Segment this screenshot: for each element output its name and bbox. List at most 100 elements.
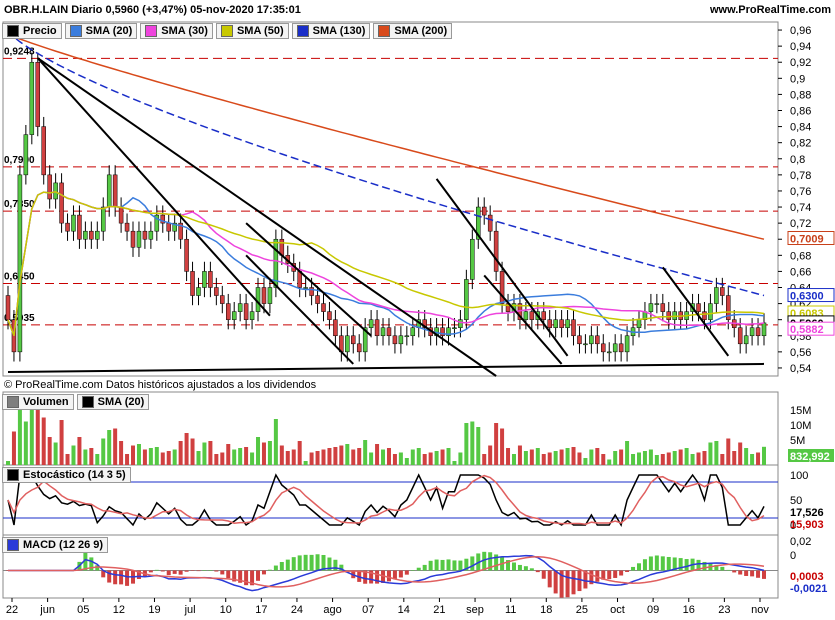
volume-bar [446, 448, 451, 465]
candle-body [100, 206, 106, 232]
candle-body [321, 303, 326, 312]
candle-body [577, 335, 582, 345]
footnote: © ProRealTime.com Datos históricos ajust… [4, 379, 317, 391]
macd-hist-bar [220, 570, 225, 575]
candle-body [493, 230, 499, 272]
price-tick-label: 0,82 [790, 138, 811, 150]
price-tick-label: 0,86 [790, 106, 811, 118]
candle-body [237, 303, 243, 312]
macd-hist-bar [375, 570, 380, 584]
legend-item[interactable]: Volumen [2, 394, 74, 410]
volume-bar [404, 458, 409, 465]
volume-bar [291, 449, 296, 465]
legend-item[interactable]: SMA (20) [76, 394, 150, 410]
volume-bar [631, 454, 636, 465]
candle-body [303, 287, 308, 289]
macd-hist-bar [244, 570, 249, 586]
chart-header: OBR.H.LAIN Diario 0,5960 (+3,47%) 05-nov… [0, 0, 835, 22]
macd-hist-bar [107, 570, 112, 583]
volume-bar [267, 441, 272, 465]
candle-body [106, 174, 112, 208]
macd-hist-bar [297, 555, 302, 571]
macd-hist-bar [577, 570, 582, 592]
volume-bar [196, 451, 201, 465]
site-link[interactable]: www.ProRealTime.com [709, 4, 831, 16]
volume-bar [744, 448, 749, 465]
macd-hist-bar [422, 564, 427, 571]
level-label: 0,9248 [4, 46, 35, 57]
legend-label: SMA (20) [97, 396, 145, 408]
volume-tick-label: 5M [790, 435, 805, 447]
legend-item[interactable]: Estocástico (14 3 5) [2, 467, 131, 483]
volume-bar [666, 452, 671, 465]
x-tick-label: 12 [113, 604, 125, 616]
price-badge [787, 288, 835, 303]
macd-hist-bar [762, 570, 766, 579]
volume-bar [226, 444, 231, 465]
macd-hist-bar [279, 561, 284, 571]
macd-hist-bar [714, 564, 719, 571]
legend-item[interactable]: SMA (30) [140, 23, 213, 39]
legend-item[interactable]: Precio [2, 23, 62, 39]
macd-hist-bar [428, 560, 433, 571]
candle-body [172, 222, 177, 232]
price-badge-label: 0,6300 [790, 291, 824, 303]
macd-hist-bar [238, 570, 243, 583]
volume-bar [208, 441, 213, 465]
volume-bar [220, 452, 225, 465]
macd-hist-bar [523, 566, 528, 571]
legend-item[interactable]: SMA (50) [215, 23, 289, 39]
candle-body [595, 335, 600, 345]
macd-hist-bar [321, 554, 326, 571]
trend-line [245, 222, 372, 337]
macd-tick-label: 0,02 [790, 536, 811, 548]
candle-body [606, 351, 612, 354]
price-tick-label: 0,78 [790, 170, 811, 182]
stoch-tick-label: 50 [790, 495, 802, 507]
macd-hist-bar [434, 559, 439, 571]
candle-body [720, 287, 725, 296]
macd-hist-bar [488, 552, 493, 571]
macd-hist-bar [119, 570, 124, 585]
candle-body [249, 311, 255, 320]
candle-body [77, 214, 82, 240]
legend-item[interactable]: SMA (200) [373, 23, 453, 39]
legend-item[interactable]: SMA (20) [64, 23, 138, 39]
legend-swatch [7, 396, 19, 408]
candle-body [112, 174, 118, 208]
volume-bar [440, 449, 445, 465]
stoch-badge: 15,903 [790, 519, 824, 531]
macd-hist-bar [226, 570, 231, 579]
volume-bar [511, 454, 516, 465]
candle-body [356, 343, 362, 353]
volume-bar [607, 459, 612, 465]
candle-body [565, 319, 570, 328]
candle-body [702, 311, 707, 320]
volume-bar [131, 445, 136, 465]
volume-bar [654, 455, 659, 465]
candle-body [89, 230, 94, 240]
volume-bar [41, 417, 46, 465]
macd-hist-bar [726, 569, 731, 571]
stochastic-legend: Estocástico (14 3 5) [2, 467, 131, 483]
macd-legend: MACD (12 26 9) [2, 537, 109, 553]
candle-body [184, 238, 189, 272]
macd-hist-bar [125, 570, 130, 586]
legend-item[interactable]: MACD (12 26 9) [2, 537, 109, 553]
macd-hist-bar [654, 555, 659, 571]
macd-hist-bar [464, 558, 469, 571]
candle-body [83, 230, 88, 240]
legend-item[interactable]: SMA (130) [291, 23, 371, 39]
candle-body [553, 319, 558, 328]
macd-hist-bar [565, 570, 570, 598]
volume-bar [321, 449, 326, 465]
volume-bar [500, 428, 505, 465]
macd-hist-bar [648, 556, 653, 571]
legend-label: Volumen [23, 396, 69, 408]
x-tick-label: 18 [540, 604, 552, 616]
macd-hist-bar [750, 570, 755, 577]
volume-bar [148, 448, 153, 465]
volume-bar [369, 452, 374, 465]
x-tick-label: ago [323, 604, 341, 616]
